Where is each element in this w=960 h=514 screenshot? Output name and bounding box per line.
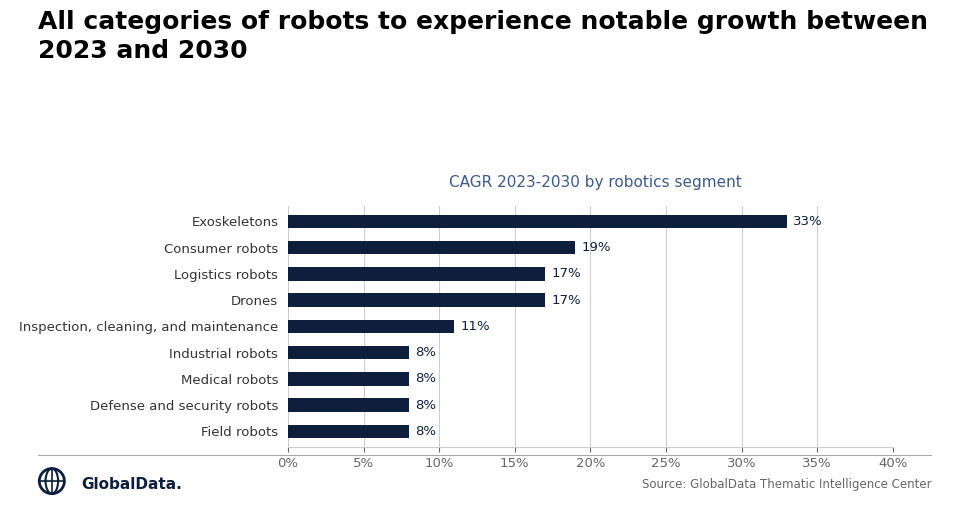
Text: Source: GlobalData Thematic Intelligence Center: Source: GlobalData Thematic Intelligence…	[641, 478, 931, 491]
Bar	[288, 293, 545, 307]
Text: 19%: 19%	[582, 241, 611, 254]
Text: GlobalData.: GlobalData.	[82, 476, 182, 492]
Bar	[288, 214, 787, 228]
Bar	[288, 267, 545, 281]
Text: 8%: 8%	[415, 399, 436, 412]
Text: 11%: 11%	[461, 320, 490, 333]
Text: 17%: 17%	[551, 293, 581, 307]
Bar	[288, 372, 409, 386]
Text: All categories of robots to experience notable growth between
2023 and 2030: All categories of robots to experience n…	[38, 10, 928, 63]
Text: 8%: 8%	[415, 425, 436, 438]
Text: 17%: 17%	[551, 267, 581, 280]
Text: 8%: 8%	[415, 346, 436, 359]
Bar	[288, 425, 409, 438]
Bar	[288, 241, 575, 254]
Bar	[288, 398, 409, 412]
Bar	[288, 320, 454, 333]
Text: CAGR 2023-2030 by robotics segment: CAGR 2023-2030 by robotics segment	[449, 175, 741, 190]
Text: 33%: 33%	[793, 215, 823, 228]
Bar	[288, 346, 409, 359]
Text: 8%: 8%	[415, 373, 436, 386]
